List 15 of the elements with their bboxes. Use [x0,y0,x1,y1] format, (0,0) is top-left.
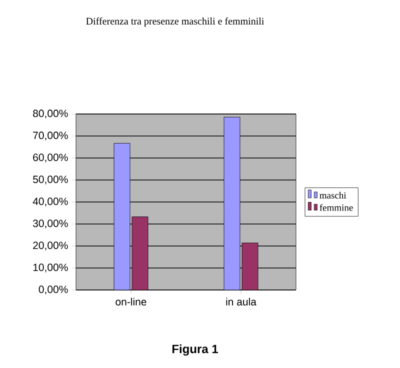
x-tick-label: on-line [116,298,146,306]
x-tick-label: in aula [226,298,256,306]
y-tick-label: 50,00% [33,176,68,184]
y-tick-label: 20,00% [33,242,68,250]
legend-label: maschi [320,192,346,199]
text: Figura 1 [172,344,218,356]
chart-title: Differenza tra presenze maschili e femminili [86,17,264,27]
y-tick-label: 0,00% [38,286,68,294]
legend-label: femmine [320,204,353,211]
y-tick-label: 80,00% [33,110,68,118]
y-tick-label: 40,00% [32,198,68,206]
y-tick-label: 30,00% [32,220,68,228]
y-tick-label: 60,00% [33,154,68,162]
y-tick-label: 70,00% [33,132,68,140]
y-tick-label: 10,00% [33,264,68,272]
